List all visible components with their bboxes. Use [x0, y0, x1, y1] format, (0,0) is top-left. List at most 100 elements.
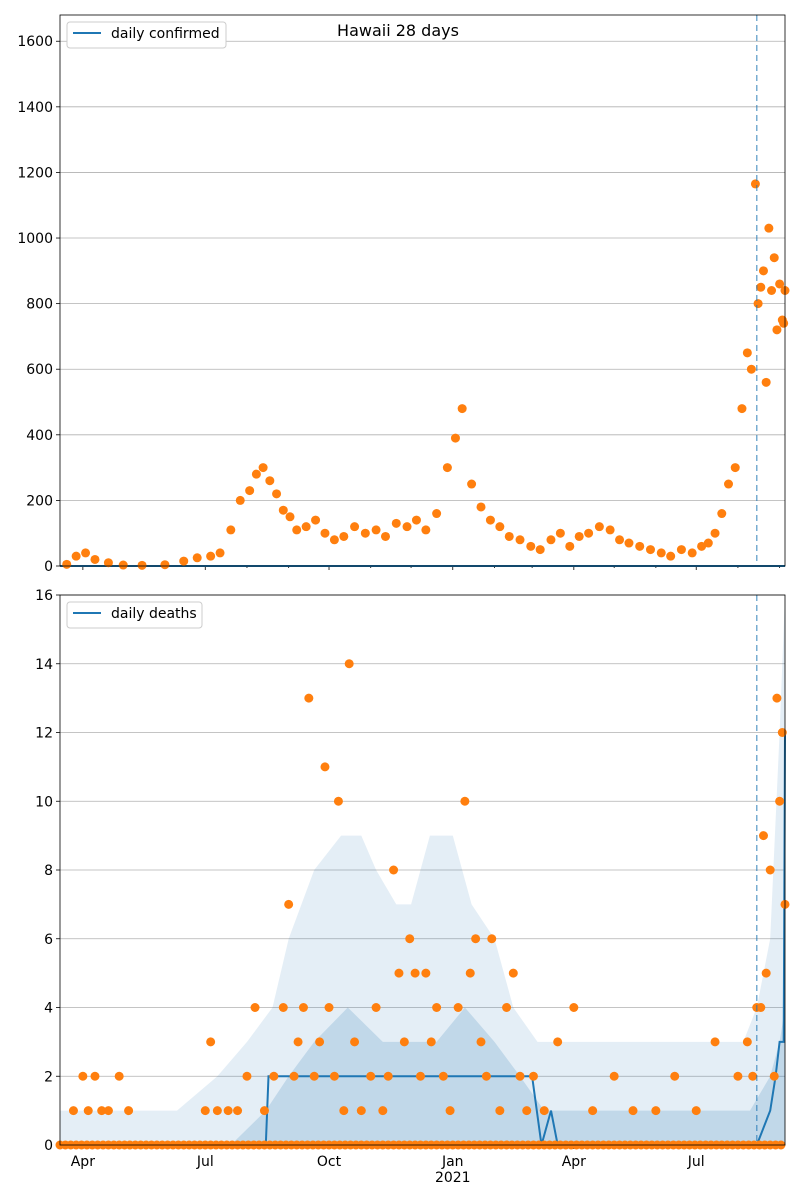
data-point	[737, 404, 747, 414]
data-point	[504, 531, 514, 541]
data-point	[339, 1106, 349, 1116]
data-point	[645, 545, 655, 555]
data-point	[124, 1106, 134, 1116]
data-point	[779, 318, 789, 328]
data-point	[445, 1106, 455, 1116]
data-point	[457, 404, 467, 414]
data-point	[97, 1106, 107, 1116]
data-point	[265, 476, 275, 486]
data-point	[284, 899, 294, 909]
data-point	[391, 518, 401, 528]
data-point	[179, 556, 189, 566]
data-point	[651, 1106, 661, 1116]
data-point	[775, 796, 785, 806]
y-tick-label: 1600	[17, 34, 53, 50]
data-point	[62, 559, 72, 569]
data-point	[410, 968, 420, 978]
data-point	[775, 279, 785, 289]
data-point	[432, 509, 442, 519]
data-point	[535, 545, 545, 555]
data-point	[251, 469, 261, 479]
confirmed-panel: 0 200 400 600 800 1000 1200 1400 1600 Hawaii 28 …	[17, 14, 790, 575]
y-tick-label: 8	[44, 863, 53, 879]
data-point	[350, 1037, 360, 1047]
x-tick-label: Oct	[317, 1154, 342, 1170]
data-point	[615, 535, 625, 545]
data-point	[258, 463, 268, 473]
data-point	[758, 266, 768, 276]
data-point	[465, 968, 475, 978]
data-point	[411, 515, 421, 525]
y-tick-label: 0	[44, 559, 53, 575]
data-point	[200, 1106, 210, 1116]
data-point	[761, 968, 771, 978]
data-point	[329, 1071, 339, 1081]
data-point	[526, 541, 536, 551]
data-point	[394, 968, 404, 978]
data-point	[753, 299, 763, 309]
data-point	[389, 865, 399, 875]
data-point	[223, 1106, 233, 1116]
data-point	[272, 489, 282, 499]
data-point	[750, 179, 760, 189]
y-tick-label: 10	[35, 794, 53, 810]
data-point	[485, 515, 495, 525]
data-point	[206, 551, 216, 561]
confirmed-legend-label: daily confirmed	[111, 26, 220, 42]
data-point	[522, 1106, 532, 1116]
data-point	[481, 1071, 491, 1081]
data-point	[670, 1071, 680, 1081]
data-point	[635, 541, 645, 551]
data-point	[320, 528, 330, 538]
data-point	[68, 1106, 78, 1116]
data-point	[118, 560, 128, 570]
y-tick-label: 1000	[17, 231, 53, 247]
data-point	[756, 1003, 766, 1012]
data-point	[378, 1106, 388, 1116]
data-point	[666, 551, 676, 561]
data-point	[528, 1071, 538, 1081]
data-point	[761, 377, 771, 387]
data-point	[371, 1003, 381, 1012]
data-point	[81, 548, 91, 558]
data-point	[350, 522, 360, 532]
data-point	[415, 1071, 425, 1081]
data-point	[311, 515, 321, 525]
y-tick-label: 1400	[17, 100, 53, 116]
data-point	[772, 693, 782, 703]
x-tick-label: Apr	[562, 1154, 586, 1170]
data-point	[471, 934, 481, 944]
data-point	[360, 528, 370, 538]
y-tick-label: 400	[26, 428, 53, 444]
y-tick-label: 800	[26, 297, 53, 313]
data-point	[767, 286, 777, 295]
deaths-panel: 0 2 4 6 8 10 12 14 16 Apr Jul Oct Jan Apr Jul 2021 da…	[35, 588, 790, 1186]
data-point	[742, 1037, 752, 1047]
data-point	[206, 1037, 216, 1047]
confirmed-legend: daily confirmed	[66, 21, 227, 49]
deaths-points	[55, 659, 790, 1150]
x-tick-label: Apr	[71, 1154, 95, 1170]
data-point	[421, 525, 431, 535]
data-point	[594, 522, 604, 532]
x-tick-label: Jan	[441, 1154, 464, 1170]
data-point	[656, 548, 666, 558]
data-point	[78, 1071, 88, 1081]
data-point	[508, 968, 518, 978]
data-point	[588, 1106, 598, 1116]
data-point	[502, 1003, 512, 1012]
data-point	[245, 486, 255, 496]
data-point	[565, 541, 575, 551]
data-point	[103, 558, 113, 568]
data-point	[539, 1106, 549, 1116]
data-point	[748, 1071, 758, 1081]
data-point	[114, 1071, 124, 1081]
data-point	[710, 1037, 720, 1047]
data-point	[605, 525, 615, 535]
data-point	[584, 528, 594, 538]
x-tick-label: Jul	[196, 1154, 214, 1170]
data-point	[285, 512, 295, 522]
data-point	[777, 728, 787, 737]
